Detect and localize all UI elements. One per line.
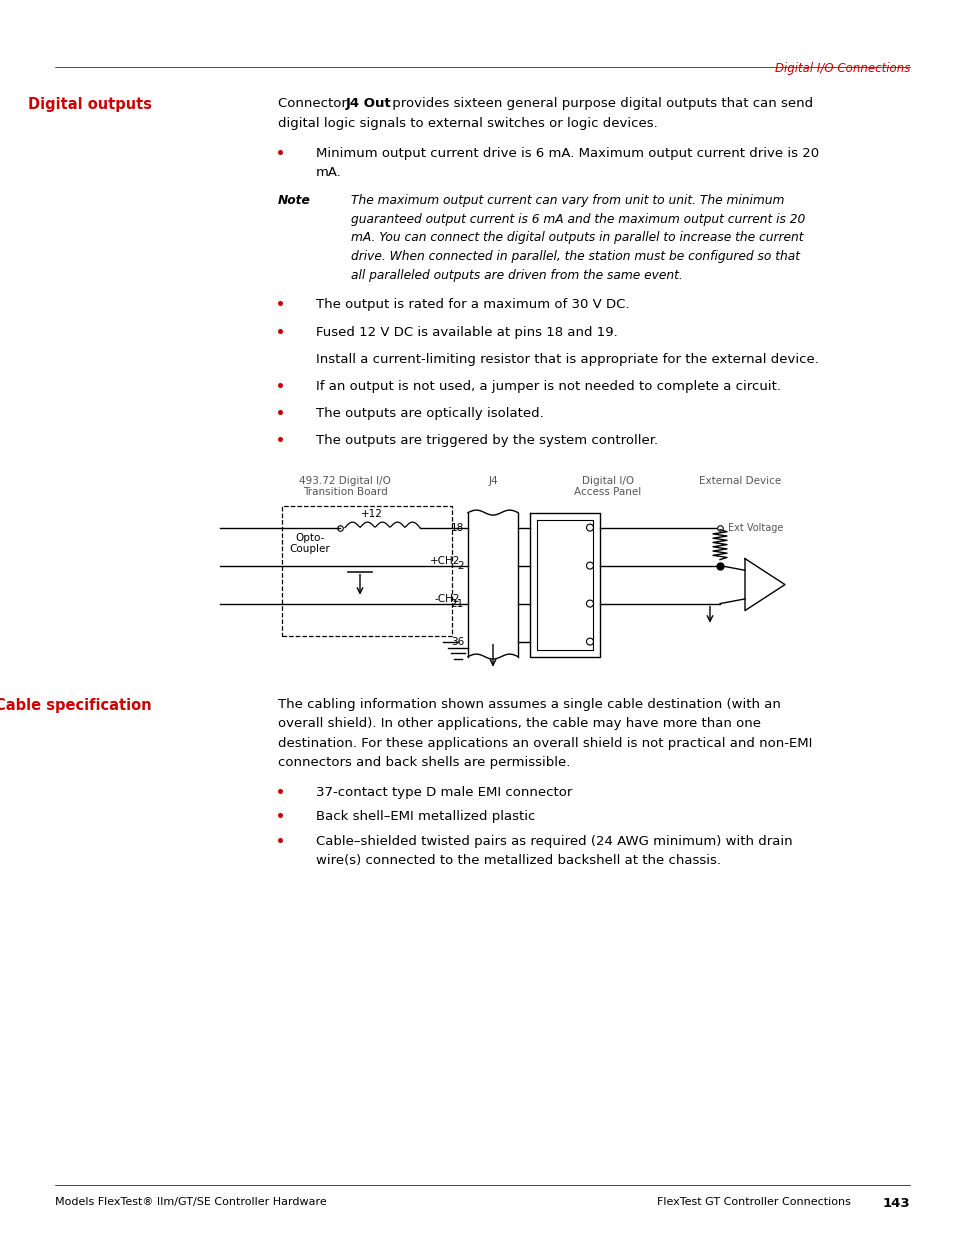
Text: Digital outputs: Digital outputs: [28, 98, 152, 112]
Text: Fused 12 V DC is available at pins 18 and 19.: Fused 12 V DC is available at pins 18 an…: [315, 326, 618, 338]
Text: provides sixteen general purpose digital outputs that can send: provides sixteen general purpose digital…: [388, 98, 812, 110]
Text: Back shell–EMI metallized plastic: Back shell–EMI metallized plastic: [315, 810, 535, 823]
Text: all paralleled outputs are driven from the same event.: all paralleled outputs are driven from t…: [351, 269, 682, 282]
Text: +CH2: +CH2: [429, 556, 459, 566]
Text: destination. For these applications an overall shield is not practical and non-E: destination. For these applications an o…: [277, 736, 812, 750]
Text: The outputs are triggered by the system controller.: The outputs are triggered by the system …: [315, 433, 658, 447]
Text: The maximum output current can vary from unit to unit. The minimum: The maximum output current can vary from…: [351, 194, 783, 207]
Text: -CH2: -CH2: [434, 594, 459, 604]
Text: Install a current-limiting resistor that is appropriate for the external device.: Install a current-limiting resistor that…: [315, 353, 818, 366]
Text: Digital I/O Connections: Digital I/O Connections: [774, 62, 909, 75]
Text: Ext Voltage: Ext Voltage: [727, 522, 782, 532]
Text: J4: J4: [488, 475, 497, 485]
Text: Cable specification: Cable specification: [0, 698, 152, 713]
Text: External Device: External Device: [699, 475, 781, 485]
Text: If an output is not used, a jumper is not needed to complete a circuit.: If an output is not used, a jumper is no…: [315, 379, 781, 393]
Text: 37-contact type D male EMI connector: 37-contact type D male EMI connector: [315, 785, 572, 799]
Text: Connector: Connector: [277, 98, 351, 110]
Text: 143: 143: [882, 1197, 909, 1210]
Text: Opto-
Coupler: Opto- Coupler: [290, 532, 330, 555]
Text: guaranteed output current is 6 mA and the maximum output current is 20: guaranteed output current is 6 mA and th…: [351, 212, 804, 226]
Text: FlexTest GT Controller Connections: FlexTest GT Controller Connections: [657, 1197, 864, 1207]
Text: Minimum output current drive is 6 mA. Maximum output current drive is 20: Minimum output current drive is 6 mA. Ma…: [315, 147, 819, 159]
Text: Cable–shielded twisted pairs as required (24 AWG minimum) with drain: Cable–shielded twisted pairs as required…: [315, 835, 792, 847]
Text: connectors and back shells are permissible.: connectors and back shells are permissib…: [277, 756, 570, 769]
Bar: [282, 505, 452, 636]
Text: 36: 36: [450, 636, 463, 647]
Text: drive. When connected in parallel, the station must be configured so that: drive. When connected in parallel, the s…: [351, 251, 800, 263]
Text: The output is rated for a maximum of 30 V DC.: The output is rated for a maximum of 30 …: [315, 298, 629, 310]
Text: overall shield). In other applications, the cable may have more than one: overall shield). In other applications, …: [277, 718, 760, 730]
Text: 2: 2: [456, 561, 463, 571]
Text: J4 Out: J4 Out: [346, 98, 392, 110]
Text: Note: Note: [277, 194, 311, 207]
Text: +12: +12: [360, 509, 382, 519]
Text: Digital I/O
Access Panel: Digital I/O Access Panel: [574, 475, 641, 498]
Text: 493.72 Digital I/O
Transition Board: 493.72 Digital I/O Transition Board: [298, 475, 391, 498]
Text: Models FlexTest® IIm/GT/SE Controller Hardware: Models FlexTest® IIm/GT/SE Controller Ha…: [55, 1197, 327, 1207]
Text: mA. You can connect the digital outputs in parallel to increase the current: mA. You can connect the digital outputs …: [351, 231, 802, 245]
Text: The cabling information shown assumes a single cable destination (with an: The cabling information shown assumes a …: [277, 698, 781, 710]
Text: digital logic signals to external switches or logic devices.: digital logic signals to external switch…: [277, 116, 657, 130]
Text: 21: 21: [450, 599, 463, 609]
Text: mA.: mA.: [315, 165, 341, 179]
Text: 18: 18: [450, 522, 463, 532]
Text: The outputs are optically isolated.: The outputs are optically isolated.: [315, 406, 543, 420]
Text: wire(s) connected to the metallized backshell at the chassis.: wire(s) connected to the metallized back…: [315, 855, 720, 867]
